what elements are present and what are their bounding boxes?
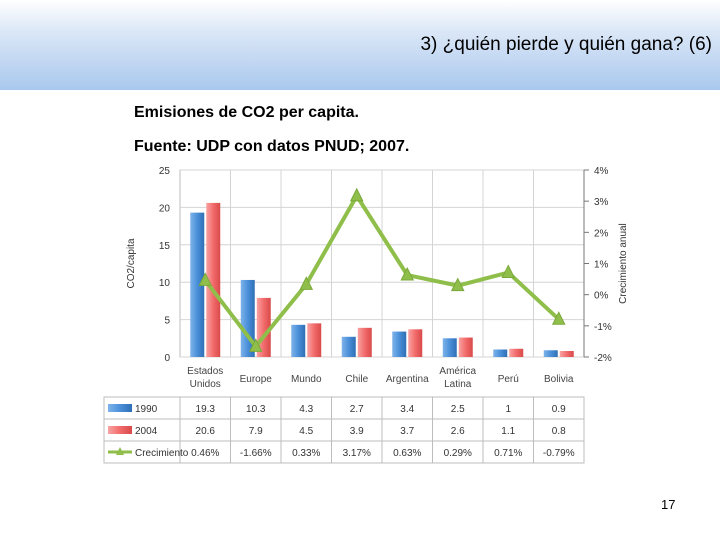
table-cell: 3.7 xyxy=(400,426,414,437)
y2-tick-label: -1% xyxy=(594,322,612,333)
bar-1990 xyxy=(341,336,356,357)
table-cell: 3.9 xyxy=(350,426,364,437)
legend-swatch-1990 xyxy=(108,404,132,412)
y-tick-label: 0 xyxy=(164,353,170,364)
legend-label: Crecimiento xyxy=(135,448,189,459)
y2-tick-label: 3% xyxy=(594,197,609,208)
y-tick-label: 5 xyxy=(164,316,170,327)
growth-point xyxy=(248,338,263,352)
bar-1990 xyxy=(543,350,558,357)
y2-tick-label: 1% xyxy=(594,260,609,271)
y2-tick-label: 4% xyxy=(594,166,609,177)
chart-subtitle: Emisiones de CO2 per capita. xyxy=(134,104,359,121)
growth-point xyxy=(198,272,213,286)
growth-point xyxy=(299,276,314,290)
bar-2004 xyxy=(458,337,473,357)
legend-swatch-2004 xyxy=(108,426,132,434)
growth-line xyxy=(203,193,561,349)
bar-2004 xyxy=(357,327,372,357)
table-cell: 0.71% xyxy=(494,448,522,459)
bar-1990 xyxy=(392,331,407,357)
bar-1990 xyxy=(493,349,508,357)
x-category-label: América Latina xyxy=(439,366,476,390)
x-category-label: Europe xyxy=(240,374,273,385)
table-cell: 3.4 xyxy=(400,404,414,415)
x-category-label: Bolivia xyxy=(544,374,574,385)
table-cell: 7.9 xyxy=(249,426,263,437)
y2-tick-label: -2% xyxy=(594,353,612,364)
table-cell: -1.66% xyxy=(240,448,272,459)
chart-svg: 0 5 10 15 20 25 4% 3% 2% 1% 0% -1% -2% CO2/capita Crec… xyxy=(103,166,629,464)
bar-2004 xyxy=(509,348,524,357)
x-category-label: Estados Unidos xyxy=(187,366,223,390)
x-category-label: Perú xyxy=(498,374,519,385)
table-cell: -0.79% xyxy=(543,448,575,459)
x-category-label: Mundo xyxy=(291,374,322,385)
table-cell: 0.9 xyxy=(552,404,566,415)
y-tick-label: 20 xyxy=(159,203,171,214)
legend-label: 1990 xyxy=(135,404,158,415)
y-tick-label: 25 xyxy=(159,166,171,177)
growth-point xyxy=(501,264,516,279)
chart-source: Fuente: UDP con datos PNUD; 2007. xyxy=(134,138,410,155)
table-cell: 2.5 xyxy=(451,404,465,415)
table-cell: 0.29% xyxy=(444,448,472,459)
table-cell: 0.33% xyxy=(292,448,320,459)
y2-tick-label: 2% xyxy=(594,228,609,239)
bar-1990 xyxy=(442,338,457,357)
table-cell: 1.1 xyxy=(501,426,515,437)
table-cell: 0.46% xyxy=(191,448,219,459)
table-cell: 2.7 xyxy=(350,404,364,415)
bar-2004 xyxy=(307,323,322,357)
growth-point xyxy=(400,266,415,281)
table-cell: 4.5 xyxy=(299,426,313,437)
page-number: 17 xyxy=(661,497,676,512)
y2-tick-label: 0% xyxy=(594,291,609,302)
bar-1990 xyxy=(190,212,205,357)
co2-chart: 0 5 10 15 20 25 4% 3% 2% 1% 0% -1% -2% CO2/capita Crec… xyxy=(100,158,644,470)
bar-1990 xyxy=(291,324,306,357)
table-cell: 10.3 xyxy=(246,404,266,415)
table-cell: 3.17% xyxy=(343,448,371,459)
y-tick-label: 15 xyxy=(159,241,171,252)
bar-2004 xyxy=(408,329,423,357)
data-table xyxy=(103,396,585,464)
table-cell: 2.6 xyxy=(451,426,465,437)
legend-label: 2004 xyxy=(135,426,158,437)
table-cell: 1 xyxy=(505,404,511,415)
x-category-label: Chile xyxy=(345,374,368,385)
slide-title: 3) ¿quién pierde y quién gana? (6) xyxy=(420,34,712,55)
growth-point xyxy=(450,277,465,292)
y2-axis-label: Crecimiento anual xyxy=(618,223,629,304)
growth-point xyxy=(349,187,364,202)
slide-header: 3) ¿quién pierde y quién gana? (6) xyxy=(0,0,720,90)
bar-2004 xyxy=(206,202,221,357)
legend-line-marker xyxy=(116,447,124,455)
table-cell: 0.63% xyxy=(393,448,421,459)
table-cell: 4.3 xyxy=(299,404,313,415)
table-cell: 0.8 xyxy=(552,426,566,437)
table-cell: 19.3 xyxy=(196,404,216,415)
growth-point xyxy=(551,311,566,325)
x-category-label: Argentina xyxy=(386,374,429,385)
y-axis-label: CO2/capita xyxy=(126,238,137,288)
table-cell: 20.6 xyxy=(196,426,216,437)
bar-2004 xyxy=(559,351,574,357)
y-tick-label: 10 xyxy=(159,278,171,289)
